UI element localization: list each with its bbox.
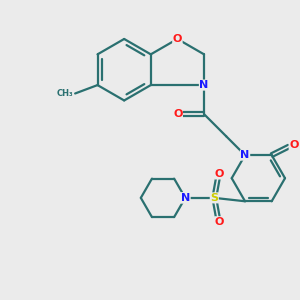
Text: N: N (181, 193, 190, 203)
Text: O: O (173, 109, 182, 119)
Text: O: O (289, 140, 298, 150)
Text: N: N (240, 150, 250, 160)
Text: CH₃: CH₃ (57, 89, 73, 98)
Text: O: O (215, 217, 224, 227)
Text: N: N (181, 193, 190, 203)
Text: N: N (200, 80, 209, 90)
Text: O: O (173, 34, 182, 44)
Text: S: S (210, 193, 218, 203)
Text: O: O (215, 169, 224, 179)
